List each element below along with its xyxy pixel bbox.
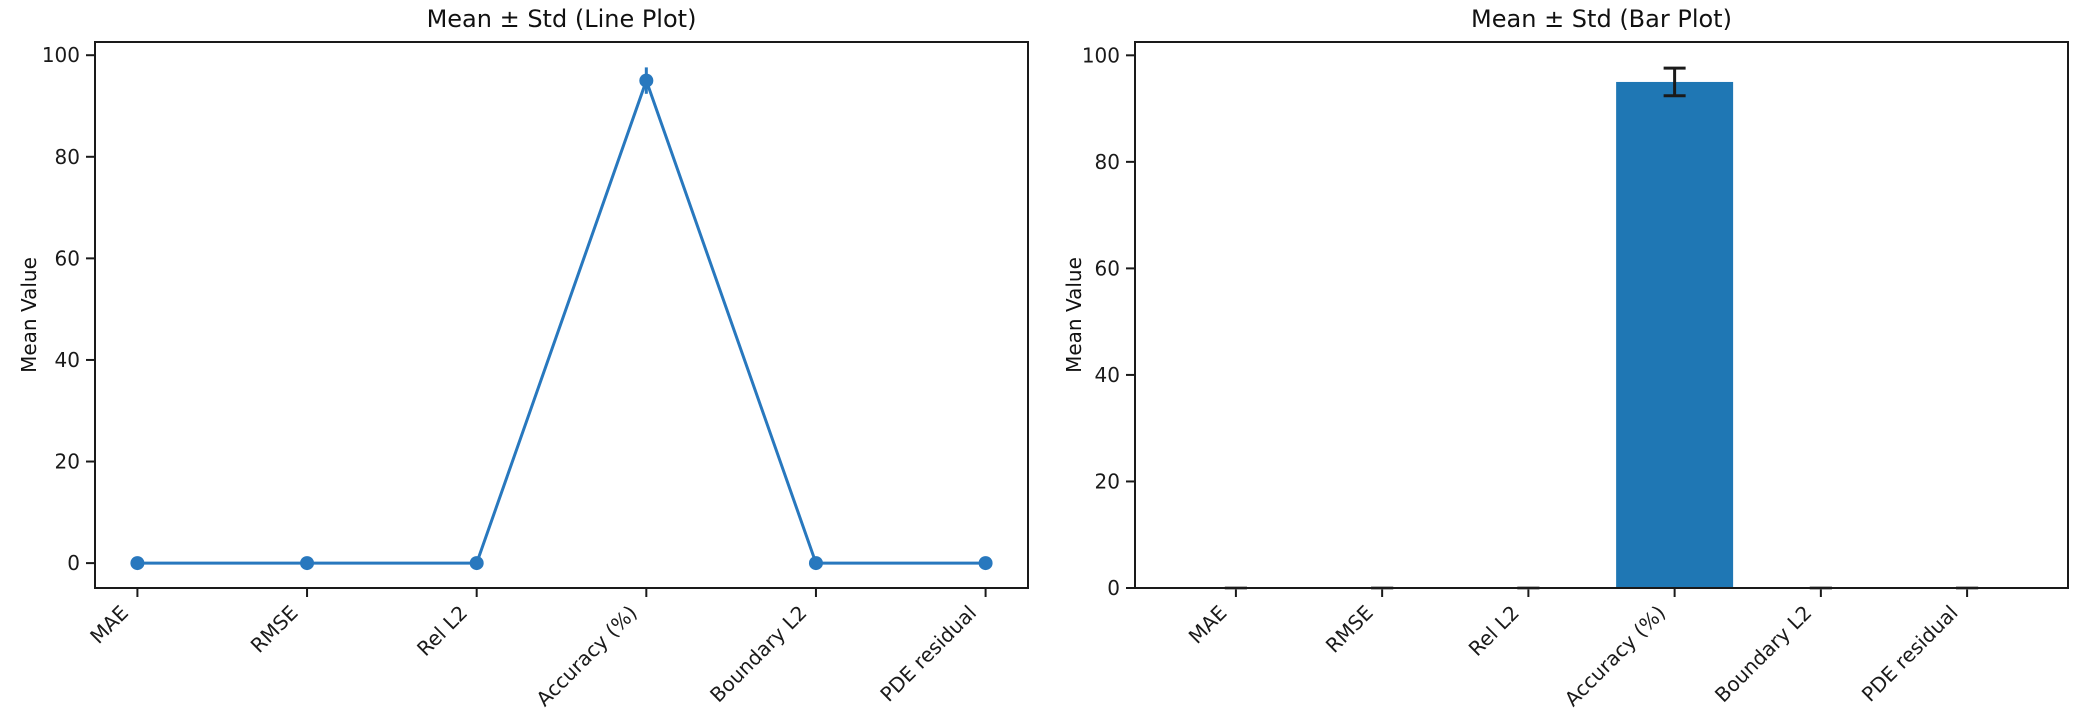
data-point-marker [808, 556, 823, 571]
x-tick-label: Accuracy (%) [531, 601, 642, 712]
data-point-marker [639, 73, 654, 88]
y-tick-label: 20 [1095, 469, 1120, 493]
x-tick-label: MAE [85, 601, 133, 649]
data-point-marker [300, 556, 315, 571]
data-point-marker [978, 556, 993, 571]
x-tick-label: Rel L2 [412, 601, 472, 661]
y-tick-label: 80 [1095, 150, 1120, 174]
line-plot-y-axis-label: Mean Value [17, 257, 41, 373]
y-tick-label: 60 [1095, 256, 1120, 280]
y-tick-label: 0 [1107, 576, 1120, 600]
y-tick-label: 40 [55, 348, 80, 372]
x-tick-label: Rel L2 [1464, 601, 1524, 661]
bar-plot-y-axis-label: Mean Value [1062, 257, 1086, 373]
y-tick-label: 60 [55, 246, 80, 270]
x-tick-label: PDE residual [1857, 601, 1963, 707]
x-tick-label: RMSE [1321, 601, 1378, 658]
y-tick-label: 0 [67, 551, 80, 575]
plot-border [94, 41, 1029, 589]
y-tick-label: 40 [1095, 363, 1120, 387]
plot-border [1134, 41, 2069, 589]
x-tick-label: Boundary L2 [705, 601, 811, 707]
x-tick-label: Boundary L2 [1710, 601, 1816, 707]
y-tick-label: 20 [55, 450, 80, 474]
x-tick-label: Accuracy (%) [1560, 601, 1671, 712]
line-plot-title: Mean ± Std (Line Plot) [426, 5, 697, 33]
data-point-marker [130, 556, 145, 571]
x-tick-label: RMSE [246, 601, 303, 658]
x-tick-label: MAE [1184, 601, 1232, 649]
y-tick-label: 80 [55, 145, 80, 169]
bar [1616, 81, 1734, 588]
y-tick-label: 100 [1082, 43, 1120, 67]
x-tick-label: PDE residual [875, 601, 981, 707]
bar-plot-title: Mean ± Std (Bar Plot) [1471, 5, 1732, 33]
y-tick-label: 100 [42, 43, 80, 67]
data-point-marker [469, 556, 484, 571]
mean-line [137, 79, 986, 565]
